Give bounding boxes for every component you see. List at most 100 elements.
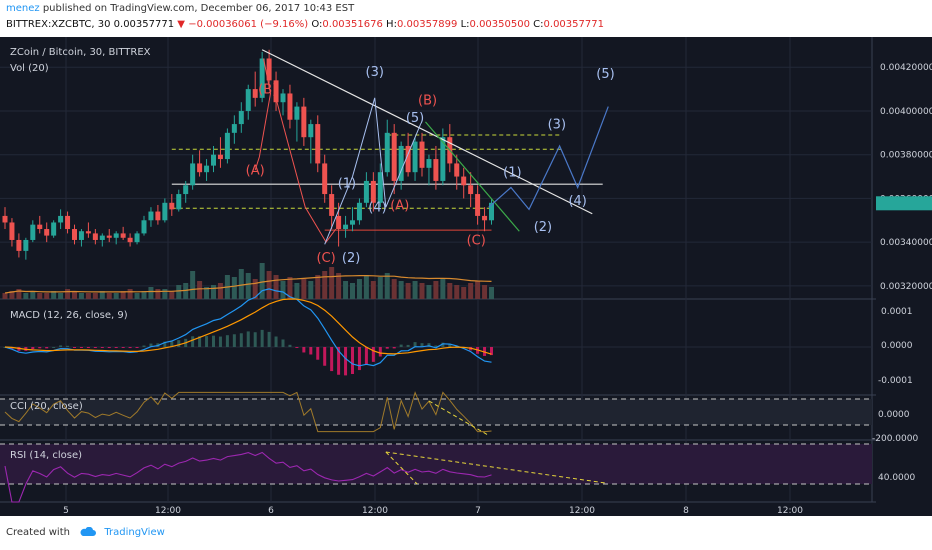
candle-body: [315, 124, 321, 164]
macd-histogram-bar: [490, 347, 493, 356]
candle-body: [426, 159, 432, 168]
wave-label-15: (5): [596, 67, 614, 82]
candle-body: [148, 211, 154, 221]
price-tick-label: 0.00340000: [880, 238, 932, 248]
axis-layer: 0.004200000.004000000.003800000.00360000…: [63, 63, 932, 516]
wave-label-8: (B): [418, 93, 437, 108]
candle-body: [238, 110, 244, 125]
volume-bar: [489, 287, 494, 299]
tradingview-brand-link[interactable]: TradingView: [104, 527, 165, 538]
volume-bar: [273, 275, 279, 299]
volume-bar: [162, 289, 168, 299]
macd-histogram-bar: [371, 347, 375, 362]
candle-body: [120, 233, 126, 238]
chart-svg[interactable]: (B) (A) (C) (3) (1) (2) (4) (5) (B) (A) (C) (1) (2) (…: [0, 37, 932, 516]
candle-body: [162, 202, 168, 221]
macd-histogram-bar: [66, 345, 70, 347]
volume-bar: [482, 285, 488, 299]
volume-bar: [259, 263, 265, 299]
close-value: 0.00357771: [543, 19, 604, 30]
candle-body: [141, 220, 147, 234]
wave-label-5: (2): [342, 251, 360, 266]
macd-histogram-bar: [330, 347, 334, 372]
volume-bar: [391, 279, 397, 299]
volume-bar: [197, 281, 203, 299]
volume-bar: [141, 291, 147, 299]
high-value: 0.00357899: [396, 19, 458, 30]
published-text: published on TradingView.com, December 0…: [42, 3, 355, 14]
tradingview-cloud-icon: [80, 527, 97, 536]
macd-histogram-bar: [135, 347, 139, 348]
volume-bar: [315, 275, 321, 299]
volume-bar: [419, 283, 425, 299]
macd-histogram-bar: [38, 347, 42, 349]
volume-bar: [245, 273, 251, 299]
macd-histogram-bar: [420, 343, 424, 347]
volume-bar: [447, 283, 453, 299]
volume-bar: [134, 293, 140, 299]
candle-body: [322, 163, 328, 195]
candle-body: [294, 106, 300, 120]
volume-bar: [30, 291, 36, 299]
indicator-layer: [0, 288, 872, 503]
volume-bar: [301, 279, 307, 299]
volume-bar: [454, 285, 460, 299]
macd-histogram-bar: [163, 341, 167, 347]
time-tick-label: 12:00: [569, 506, 595, 516]
cci-line: [4, 391, 492, 433]
macd-histogram-bar: [218, 336, 222, 347]
last-price: 0.00357771: [113, 19, 175, 30]
macd-histogram-bar: [177, 340, 181, 347]
candle-body: [329, 194, 335, 216]
macd-histogram-bar: [406, 344, 410, 347]
candle-body: [65, 215, 71, 230]
macd-histogram-bar: [52, 346, 56, 348]
candle-body: [197, 163, 203, 173]
volume-bar: [412, 281, 418, 299]
candle-body: [211, 154, 216, 166]
time-tick-label: 12:00: [777, 506, 803, 516]
down-arrow-icon: ▼: [177, 19, 185, 30]
volume-bar: [426, 285, 432, 299]
blue-impulse-path: [324, 97, 422, 245]
high-label: H:: [386, 19, 397, 30]
volume-bar: [266, 271, 272, 299]
macd-histogram-bar: [413, 342, 417, 347]
candle-body: [419, 141, 425, 168]
volume-bar: [377, 277, 383, 299]
candle-body: [217, 154, 223, 160]
macd-histogram-bar: [434, 345, 438, 347]
macd-histogram-bar: [212, 335, 215, 347]
macd-tick-zero: 0.0000: [881, 341, 913, 351]
macd-histogram-bar: [225, 335, 229, 347]
macd-histogram-bar: [337, 347, 341, 375]
price-tick-label: 0.00420000: [880, 63, 932, 73]
macd-histogram-bar: [295, 347, 299, 348]
candle-body: [37, 224, 43, 230]
macd-histogram-bar: [31, 347, 35, 350]
cci-label: CCI (20, close): [10, 401, 83, 412]
candle-body: [44, 229, 50, 236]
chart-title: ZCoin / Bitcoin, 30, BITTREX: [10, 47, 151, 58]
rsi-label: RSI (14, close): [10, 450, 82, 461]
candle-body: [92, 233, 98, 240]
volume-bar: [280, 281, 286, 299]
macd-histogram-bar: [239, 333, 243, 347]
volume-bar: [294, 283, 300, 299]
volume-bar: [211, 285, 216, 299]
candle-layer: [2, 49, 494, 260]
volume-bar: [23, 293, 29, 299]
candle-body: [23, 239, 29, 251]
volume-bar: [308, 281, 314, 299]
candle-body: [106, 235, 112, 238]
candle-body: [16, 239, 22, 251]
macd-tick-pos: 0.0001: [881, 307, 913, 317]
candle-body: [468, 185, 474, 195]
macd-histogram-bar: [191, 336, 195, 347]
macd-histogram-bar: [309, 347, 313, 355]
chart-area[interactable]: (B) (A) (C) (3) (1) (2) (4) (5) (B) (A) (C) (1) (2) (…: [0, 37, 932, 516]
volume-bar: [58, 293, 64, 299]
volume-bar: [475, 281, 481, 299]
author-link[interactable]: menez: [6, 3, 40, 14]
volume-label: Vol (20): [10, 63, 49, 74]
